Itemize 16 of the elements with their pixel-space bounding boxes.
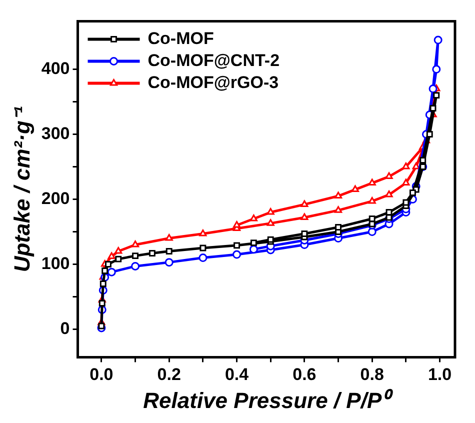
y-tick-label: 300 — [41, 124, 70, 143]
y-tick-label: 100 — [41, 254, 70, 273]
x-tick-label: 0.6 — [292, 365, 316, 384]
x-axis-title: Relative Pressure / P/P⁰ — [143, 388, 394, 413]
x-tick-label: 0.4 — [224, 365, 250, 384]
y-tick-label: 400 — [41, 58, 70, 78]
y-tick-label: 200 — [41, 188, 70, 208]
x-tick-label: 0.8 — [360, 365, 384, 384]
legend-label: Co-MOF — [148, 28, 214, 48]
x-tick-label: 0.2 — [157, 365, 181, 384]
legend-label: Co-MOF@rGO-3 — [148, 72, 279, 92]
y-tick-label: 0 — [60, 318, 70, 338]
x-tick-label: 1.0 — [428, 365, 452, 384]
x-tick-label: 0.0 — [90, 365, 114, 384]
y-axis-title: Uptake / cm²·g⁻¹ — [9, 106, 34, 272]
legend-label: Co-MOF@CNT-2 — [148, 50, 280, 70]
